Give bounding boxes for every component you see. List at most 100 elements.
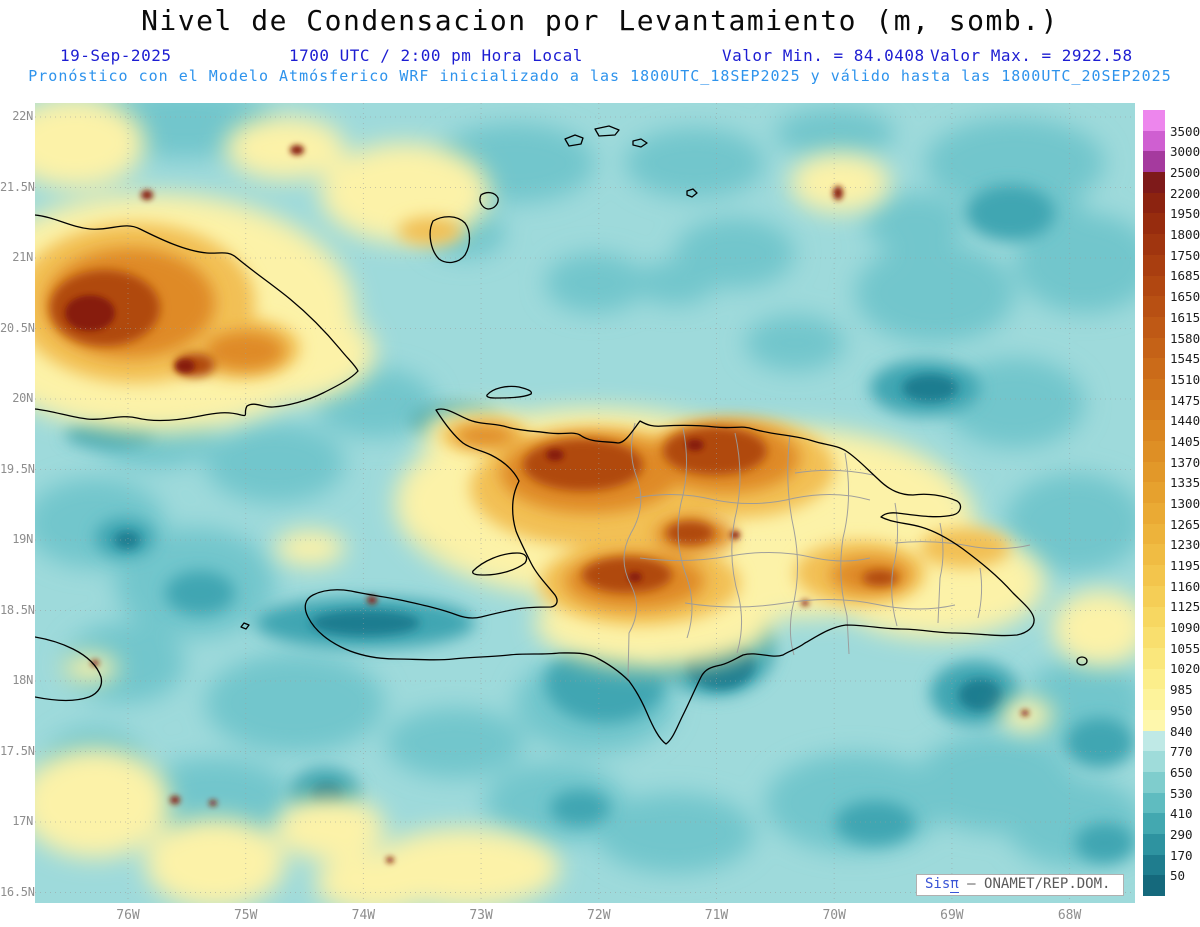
header-min-value: Valor Min. = 84.0408 — [722, 46, 925, 65]
colorbar-tick-label: 840 — [1170, 723, 1193, 739]
colorbar-cell — [1143, 151, 1165, 173]
colorbar-cell — [1143, 337, 1165, 359]
colorbar-tick-label: 1020 — [1170, 661, 1200, 677]
colorbar-tick-label: 1090 — [1170, 620, 1200, 636]
colorbar-tick-label: 1195 — [1170, 558, 1200, 574]
colorbar-tick-label: 1230 — [1170, 537, 1200, 553]
colorbar-cell — [1143, 668, 1165, 690]
x-axis-label: 76W — [116, 908, 140, 923]
y-axis-label: 19N — [12, 532, 33, 546]
colorbar-tick-label: 1650 — [1170, 289, 1200, 305]
coastline-caicos-3 — [632, 138, 648, 148]
colorbar-tick-label: 290 — [1170, 826, 1193, 842]
colorbar-cell — [1143, 399, 1165, 421]
y-axis-label: 18N — [12, 673, 33, 687]
header-time: 1700 UTC / 2:00 pm Hora Local — [289, 46, 583, 65]
x-axis-label: 68W — [1057, 908, 1082, 923]
x-axis-label: 75W — [233, 908, 258, 923]
colorbar-cell — [1143, 378, 1165, 400]
colorbar-cell — [1143, 234, 1165, 255]
colorbar-tick-label: 170 — [1170, 847, 1193, 863]
colorbar-cell — [1143, 110, 1165, 131]
colorbar-cell — [1143, 482, 1165, 504]
colorbar-tick-label: 1750 — [1170, 247, 1200, 263]
coastline-jamaica — [35, 636, 103, 702]
coastline-turks — [686, 188, 698, 198]
y-axis-label: 18.5N — [0, 602, 35, 617]
colorbar-tick-label: 770 — [1170, 744, 1193, 760]
x-axis-label: 72W — [587, 908, 611, 923]
y-axis-label: 22N — [12, 109, 33, 123]
colorbar-tick-label: 2500 — [1170, 165, 1200, 181]
watermark-pi-symbol: π — [950, 876, 959, 893]
y-axis-label: 21N — [12, 250, 33, 264]
colorbar-cell — [1143, 420, 1165, 441]
colorbar-cell — [1143, 192, 1165, 214]
x-axis-label: 71W — [704, 908, 729, 923]
colorbar-cell — [1143, 503, 1165, 524]
colorbar-cell — [1143, 585, 1165, 607]
colorbar-tick-label: 1300 — [1170, 496, 1200, 511]
colorbar-cell — [1143, 254, 1165, 276]
y-axis-label: 17.5N — [0, 743, 35, 758]
colorbar-cell — [1143, 213, 1165, 235]
y-axis-label: 20.5N — [0, 320, 35, 335]
y-axis-label: 17N — [12, 814, 33, 828]
colorbar-cell — [1143, 523, 1165, 545]
colorbar-tick-label: 1265 — [1170, 516, 1200, 532]
colorbar-tick-label: 1615 — [1170, 309, 1200, 325]
colorbar-cell — [1143, 316, 1165, 338]
colorbar-tick-label: 1370 — [1170, 454, 1200, 470]
colorbar-tick-label: 1545 — [1170, 351, 1200, 367]
colorbar-tick-label: 1125 — [1170, 599, 1200, 615]
colorbar-tick-label: 410 — [1170, 806, 1193, 822]
colorbar-tick-label: 1440 — [1170, 413, 1200, 429]
colorbar-cell — [1143, 647, 1165, 669]
coastline-navassa — [240, 622, 250, 630]
colorbar-tick-label: 1405 — [1170, 433, 1200, 449]
colorbar-tick-label: 3500 — [1170, 123, 1200, 139]
coastline-gonave — [472, 552, 528, 576]
coastline-great-inagua — [429, 216, 471, 264]
coastline-hispaniola — [304, 408, 1035, 745]
watermark-org: – ONAMET/REP.DOM. — [967, 876, 1111, 892]
coastline-caicos-2 — [594, 125, 620, 137]
coastline-little-inagua — [479, 191, 499, 210]
header-date: 19-Sep-2025 — [60, 46, 172, 65]
coastlines — [35, 125, 1088, 745]
colorbar-labels: 3500 3000 2500 2200 1950 1800 1750 1685 1650 1615… — [1170, 110, 1200, 896]
colorbar-cell — [1143, 565, 1165, 586]
x-axis-label: 69W — [940, 908, 964, 923]
colorbar-cell — [1143, 130, 1165, 152]
admin-borders — [623, 422, 1031, 679]
colorbar-cell — [1143, 834, 1165, 855]
colorbar — [1143, 110, 1165, 897]
x-axis-label: 73W — [469, 908, 493, 923]
colorbar-cell — [1143, 172, 1165, 193]
colorbar-cell — [1143, 792, 1165, 814]
colorbar-cell — [1143, 358, 1165, 379]
contour-field-maroon — [65, 145, 1029, 863]
colorbar-cell — [1143, 751, 1165, 772]
y-axis-label: 19.5N — [0, 461, 35, 476]
colorbar-tick-label: 1580 — [1170, 330, 1200, 346]
colorbar-cell — [1143, 730, 1165, 752]
header-max-value: Valor Max. = 2922.58 — [930, 46, 1133, 65]
colorbar-tick-label: 950 — [1170, 702, 1193, 718]
colorbar-cell — [1143, 441, 1165, 462]
page-title: Nivel de Condensacion por Levantamiento … — [141, 4, 1059, 37]
coastline-tortuga — [486, 385, 533, 399]
colorbar-tick-label: 1475 — [1170, 392, 1200, 408]
coastline-caicos-1 — [564, 134, 584, 147]
colorbar-tick-label: 1685 — [1170, 268, 1200, 284]
colorbar-cell — [1143, 709, 1165, 731]
colorbar-cell — [1143, 275, 1165, 297]
y-axis-label: 16.5N — [0, 884, 35, 899]
forecast-map — [35, 103, 1135, 903]
colorbar-tick-label: 530 — [1170, 785, 1193, 801]
watermark: Sisπ – ONAMET/REP.DOM. — [916, 874, 1124, 896]
colorbar-tick-label: 1950 — [1170, 206, 1200, 222]
colorbar-cell — [1143, 606, 1165, 628]
colorbar-cell — [1143, 296, 1165, 317]
